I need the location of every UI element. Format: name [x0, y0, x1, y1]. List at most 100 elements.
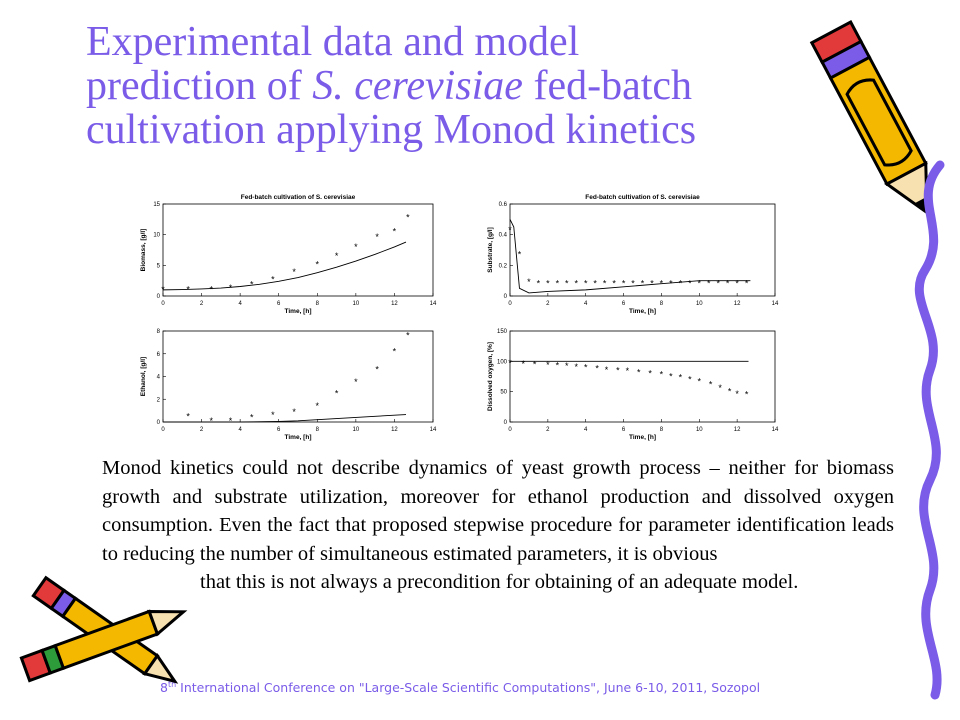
- x-tick-label: 4: [584, 427, 588, 433]
- data-point: *: [660, 370, 664, 380]
- x-tick-label: 2: [546, 301, 550, 307]
- y-axis-label: Ethanol, [g/l]: [140, 357, 147, 396]
- data-point: *: [406, 331, 410, 341]
- chart-1: 0 2 4 6 8 10 12 14 0 5 10 15 Fed-batch cultivation o…: [140, 194, 437, 315]
- y-tick-label: 150: [497, 329, 508, 335]
- title-species-italic: S. cerevisiae: [312, 63, 523, 109]
- x-tick-label: 10: [353, 301, 360, 307]
- data-point: *: [537, 279, 541, 289]
- x-tick-label: 10: [696, 301, 703, 307]
- pencil-icon: [809, 20, 929, 216]
- title-line-2-post: fed-batch: [522, 63, 693, 109]
- y-tick-label: 0: [157, 294, 161, 300]
- data-point: *: [161, 284, 165, 294]
- title-line-3: cultivation applying Monod kinetics: [86, 107, 697, 153]
- slide-title: Experimental data and model prediction o…: [86, 20, 806, 152]
- data-point: *: [546, 279, 550, 289]
- model-line: [162, 241, 407, 291]
- data-point: *: [650, 279, 654, 289]
- data-point: *: [292, 267, 296, 277]
- y-tick-label: 0.6: [499, 202, 508, 208]
- x-tick-label: 14: [772, 427, 779, 433]
- data-point: *: [393, 346, 397, 356]
- data-point: *: [616, 365, 620, 375]
- description-paragraph: Monod kinetics could not describe dynami…: [102, 454, 894, 597]
- x-tick-label: 6: [277, 301, 281, 307]
- data-point: *: [354, 377, 358, 387]
- y-axis-label: Biomass, [g/l]: [140, 229, 147, 272]
- data-point: *: [605, 365, 609, 375]
- data-point: *: [716, 279, 720, 289]
- x-tick-label: 4: [238, 301, 242, 307]
- x-tick-label: 6: [622, 301, 626, 307]
- data-point: *: [186, 411, 190, 421]
- data-point: *: [637, 367, 641, 377]
- crossed-pencils-icon: [19, 575, 188, 684]
- chart-title: Fed-batch cultivation of S. cerevisiae: [241, 194, 356, 201]
- data-point: *: [745, 279, 749, 289]
- data-point: *: [375, 365, 379, 375]
- squiggle-line-icon: [914, 160, 945, 700]
- y-tick-label: 6: [157, 352, 161, 358]
- model-line: [509, 219, 751, 294]
- data-point: *: [584, 362, 588, 372]
- data-point: *: [726, 279, 730, 289]
- y-tick-label: 0.2: [499, 263, 508, 269]
- y-tick-label: 0: [157, 420, 161, 426]
- y-tick-label: 5: [157, 263, 161, 269]
- description-indented: that this is not always a precondition f…: [200, 571, 799, 593]
- chart-3: 0 2 4 6 8 10 12 14 0 2 4 6 8 Time, [h] Ethanol, [g/l] *…: [140, 329, 437, 441]
- data-point: *: [669, 372, 673, 382]
- data-point: *: [698, 279, 702, 289]
- data-point: *: [209, 416, 213, 426]
- x-tick-label: 10: [696, 427, 703, 433]
- chart-frame: [509, 330, 776, 423]
- x-tick-label: 8: [660, 301, 664, 307]
- y-tick-label: 15: [153, 202, 160, 208]
- data-point: *: [612, 279, 616, 289]
- x-tick-label: 10: [353, 427, 360, 433]
- data-point: *: [292, 407, 296, 417]
- data-point: *: [709, 379, 713, 389]
- x-tick-label: 0: [161, 427, 165, 433]
- x-tick-label: 2: [546, 427, 550, 433]
- data-point: *: [335, 251, 339, 261]
- data-point: *: [669, 279, 673, 289]
- x-tick-label: 12: [734, 301, 741, 307]
- data-point: *: [250, 412, 254, 422]
- description-main: Monod kinetics could not describe dynami…: [102, 457, 894, 565]
- x-tick-label: 0: [508, 427, 512, 433]
- x-axis-label: Time, [h]: [285, 308, 312, 315]
- data-point: *: [718, 383, 722, 393]
- x-tick-label: 12: [391, 427, 398, 433]
- data-point: *: [209, 284, 213, 294]
- data-point: *: [546, 360, 550, 370]
- data-point: *: [316, 401, 320, 411]
- x-tick-label: 2: [200, 301, 204, 307]
- data-point: *: [622, 279, 626, 289]
- y-tick-label: 2: [157, 397, 161, 403]
- data-point: *: [229, 416, 233, 426]
- x-tick-label: 6: [622, 427, 626, 433]
- data-point: *: [271, 410, 275, 420]
- data-point: *: [631, 279, 635, 289]
- data-point: *: [648, 368, 652, 378]
- x-tick-label: 8: [316, 427, 320, 433]
- data-point: *: [698, 376, 702, 386]
- title-line-1: Experimental data and model: [86, 19, 580, 65]
- x-tick-label: 0: [508, 301, 512, 307]
- data-point: *: [679, 373, 683, 383]
- x-tick-label: 8: [660, 427, 664, 433]
- data-point: *: [641, 279, 645, 289]
- x-tick-label: 0: [161, 301, 165, 307]
- x-tick-label: 8: [316, 301, 320, 307]
- data-point: *: [574, 362, 578, 372]
- y-axis-label: Dissolved oxygen, [%]: [487, 342, 494, 411]
- x-tick-label: 12: [734, 427, 741, 433]
- y-tick-label: 0: [504, 294, 508, 300]
- data-point: *: [595, 364, 599, 374]
- chart-title: Fed-batch cultivation of S. cerevisiae: [585, 194, 700, 201]
- y-tick-label: 100: [497, 359, 508, 365]
- data-point: *: [679, 279, 683, 289]
- x-tick-label: 6: [277, 427, 281, 433]
